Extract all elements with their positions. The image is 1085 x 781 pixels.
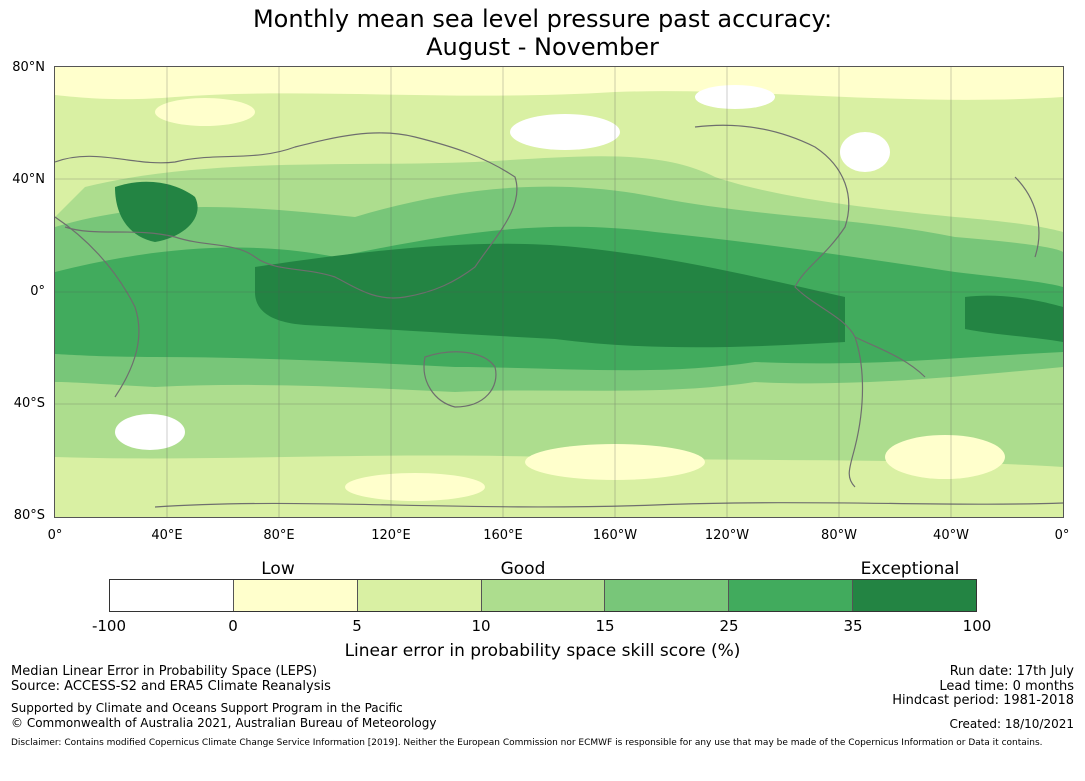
chart-title-line-2: August - November <box>426 33 659 61</box>
colorbar-segment <box>605 580 730 611</box>
coastlines <box>55 124 1063 508</box>
chart-title-line-1: Monthly mean sea level pressure past acc… <box>252 5 833 33</box>
category-label-low: Low <box>261 559 295 579</box>
skill-map <box>54 66 1064 518</box>
lon-label-160e: 160°E <box>483 528 523 543</box>
colorbar-segment <box>729 580 854 611</box>
north-pacific-white-patch <box>510 114 620 150</box>
footer-disclaimer: Disclaimer: Contains modified Copernicus… <box>11 738 1043 748</box>
colorbar-segment <box>357 580 482 611</box>
colorbar-tick: 0 <box>228 617 238 635</box>
arctic-white-patch <box>695 85 775 109</box>
skill-map-canvas <box>55 67 1063 517</box>
colorbar-segment <box>481 580 606 611</box>
colorbar-segment <box>110 580 234 611</box>
footer-copyright: © Commonwealth of Australia 2021, Austra… <box>11 716 437 730</box>
lat-label-40n: 40°N <box>12 172 45 187</box>
lon-label-80e: 80°E <box>263 528 295 543</box>
map-gridlines <box>55 67 1063 517</box>
atlantic-exceptional-patch <box>965 295 1063 342</box>
lon-label-160w: 160°W <box>592 528 638 543</box>
footer-run-date: Run date: 17th July <box>949 664 1074 679</box>
footer-support: Supported by Climate and Oceans Support … <box>11 701 403 715</box>
colorbar-tick: 35 <box>843 617 863 635</box>
footer-lead-time: Lead time: 0 months <box>939 679 1074 694</box>
colorbar-tick: 25 <box>719 617 739 635</box>
hudson-white-patch <box>840 132 890 172</box>
colorbar-tick: 10 <box>471 617 491 635</box>
lon-label-40e: 40°E <box>151 528 183 543</box>
tropical-core-pacific <box>255 243 845 348</box>
lat-label-80s: 80°S <box>13 508 45 523</box>
lon-label-0-left: 0° <box>47 528 63 543</box>
south-atlantic-pale-patch <box>885 435 1005 479</box>
colorbar-segment <box>853 580 977 611</box>
arctic-pale-region <box>55 67 1063 100</box>
lat-label-80n: 80°N <box>12 60 45 75</box>
lon-label-120w: 120°W <box>704 528 750 543</box>
colorbar-tick: 15 <box>595 617 615 635</box>
south-indian-white-patch <box>115 414 185 450</box>
lon-label-0-right: 0° <box>1054 528 1070 543</box>
category-label-good: Good <box>500 559 546 579</box>
colorbar <box>109 579 977 612</box>
colorbar-label: Linear error in probability space skill … <box>344 641 741 661</box>
footer-source: Source: ACCESS-S2 and ERA5 Climate Reana… <box>11 679 331 694</box>
lat-label-0: 0° <box>30 284 45 299</box>
colorbar-tick: 100 <box>962 617 992 635</box>
lon-label-120e: 120°E <box>371 528 411 543</box>
footer-hindcast: Hindcast period: 1981-2018 <box>892 693 1074 708</box>
colorbar-tick: 5 <box>352 617 362 635</box>
lat-label-40s: 40°S <box>13 396 45 411</box>
footer-created: Created: 18/10/2021 <box>949 717 1074 731</box>
colorbar-segment <box>233 580 358 611</box>
category-label-exceptional: Exceptional <box>860 559 960 579</box>
colorbar-tick: -100 <box>91 617 127 635</box>
south-midlatitude-band <box>55 362 1063 467</box>
antarctic-pale-patch <box>345 473 485 501</box>
eurasia-pale-patch <box>155 98 255 126</box>
lon-label-80w: 80°W <box>821 528 857 543</box>
asia-exceptional-patch <box>115 181 198 242</box>
footer-method: Median Linear Error in Probability Space… <box>11 664 318 679</box>
lon-label-40w: 40°W <box>933 528 969 543</box>
